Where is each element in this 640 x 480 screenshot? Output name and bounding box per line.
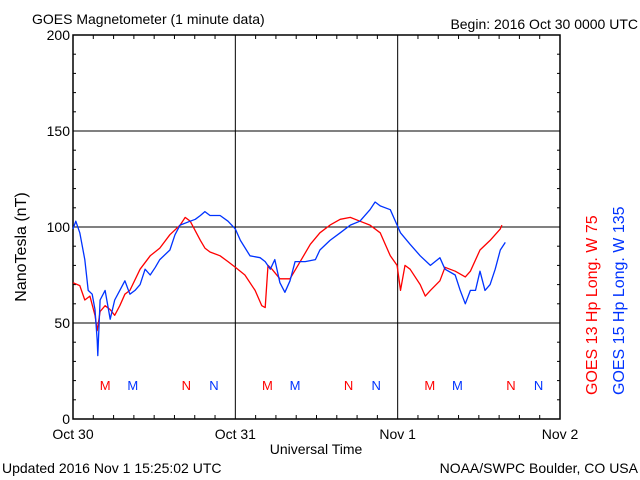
local-time-marker-n: N bbox=[344, 378, 353, 393]
local-time-marker-n: N bbox=[506, 378, 515, 393]
y-tick-label: 200 bbox=[47, 27, 71, 43]
local-time-marker-m: M bbox=[127, 378, 138, 393]
local-time-marker-n: N bbox=[209, 378, 218, 393]
legend-goes15: GOES 15 Hp Long. W 135 bbox=[611, 206, 628, 395]
y-tick-label: 100 bbox=[47, 219, 71, 235]
local-time-marker-m: M bbox=[290, 378, 301, 393]
local-time-marker-n: N bbox=[182, 378, 191, 393]
local-time-marker-m: M bbox=[424, 378, 435, 393]
y-tick-label: 0 bbox=[62, 411, 70, 427]
series-line-goes15 bbox=[72, 201, 506, 357]
local-time-marker-n: N bbox=[534, 378, 543, 393]
local-time-marker-m: M bbox=[262, 378, 273, 393]
x-tick-label: Oct 30 bbox=[52, 426, 93, 442]
x-tick-label: Nov 2 bbox=[542, 426, 579, 442]
footer-updated: Updated 2016 Nov 1 15:25:02 UTC bbox=[2, 460, 221, 476]
local-time-marker-n: N bbox=[372, 378, 381, 393]
y-tick-label: 150 bbox=[47, 123, 71, 139]
legend-goes13: GOES 13 Hp Long. W 75 bbox=[584, 215, 601, 395]
footer-credit: NOAA/SWPC Boulder, CO USA bbox=[440, 460, 639, 476]
y-axis-label: NanoTesla (nT) bbox=[13, 192, 30, 301]
local-time-marker-m: M bbox=[100, 378, 111, 393]
x-tick-label: Oct 31 bbox=[215, 426, 256, 442]
series-line-goes13 bbox=[72, 216, 503, 332]
begin-label: Begin: 2016 Oct 30 0000 UTC bbox=[450, 16, 638, 32]
chart-title: GOES Magnetometer (1 minute data) bbox=[32, 11, 265, 27]
y-tick-label: 50 bbox=[54, 315, 70, 331]
x-axis-label: Universal Time bbox=[270, 441, 363, 457]
x-tick-label: Nov 1 bbox=[379, 426, 416, 442]
local-time-marker-m: M bbox=[452, 378, 463, 393]
